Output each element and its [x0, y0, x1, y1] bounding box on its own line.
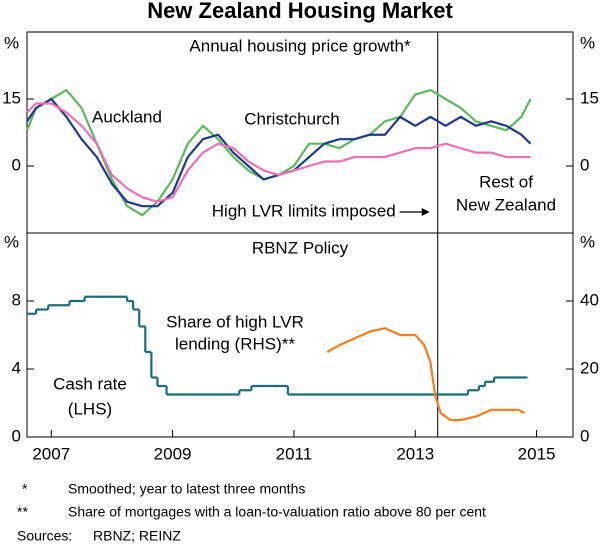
source: RBNZ; REINZ [93, 528, 181, 544]
series-label: Share of high LVR [166, 312, 304, 331]
series-label: Auckland [92, 107, 162, 126]
series-line [26, 102, 531, 203]
footnote-mark: * [22, 481, 28, 497]
y-tick-label: 4 [12, 358, 21, 377]
panel-subtitle: Annual housing price growth* [189, 36, 411, 55]
chart-title: New Zealand Housing Market [147, 0, 453, 23]
event-label: High LVR limits imposed [212, 201, 396, 220]
event-arrowhead [421, 208, 430, 216]
unit-label: % [580, 232, 595, 251]
x-tick-label: 2007 [32, 444, 70, 463]
unit-label: % [580, 33, 595, 52]
source-label: Sources: [17, 528, 72, 544]
y-tick-label: 0 [12, 155, 21, 174]
x-tick-label: 2013 [396, 444, 434, 463]
footnote: Share of mortgages with a loan-to-valuat… [68, 504, 486, 520]
footnote-mark: ** [17, 504, 28, 520]
y-tick-label: 8 [12, 290, 21, 309]
series-label: Rest of [479, 172, 533, 191]
y-tick-label: 15 [580, 88, 599, 107]
unit-label: % [4, 232, 19, 251]
y2-tick-label: 40 [580, 290, 599, 309]
y2-tick-label: 0 [580, 426, 589, 445]
series-label: lending (RHS)** [175, 334, 295, 353]
unit-label: % [4, 33, 19, 52]
panel-subtitle: RBNZ Policy [252, 238, 349, 257]
footnote: Smoothed; year to latest three months [68, 481, 305, 497]
series-label: New Zealand [456, 195, 556, 214]
x-tick-label: 2009 [154, 444, 192, 463]
series-label: (LHS) [68, 399, 112, 418]
x-tick-label: 2011 [276, 444, 313, 463]
y-tick-label: 0 [12, 426, 21, 445]
y2-tick-label: 20 [580, 358, 599, 377]
series-label: Cash rate [53, 374, 127, 393]
plot-frame [26, 31, 574, 438]
series-label: Christchurch [244, 109, 339, 128]
x-tick-label: 2015 [518, 444, 556, 463]
series-line [326, 327, 526, 422]
y-tick-label: 15 [2, 88, 21, 107]
y-tick-label: 0 [580, 155, 589, 174]
